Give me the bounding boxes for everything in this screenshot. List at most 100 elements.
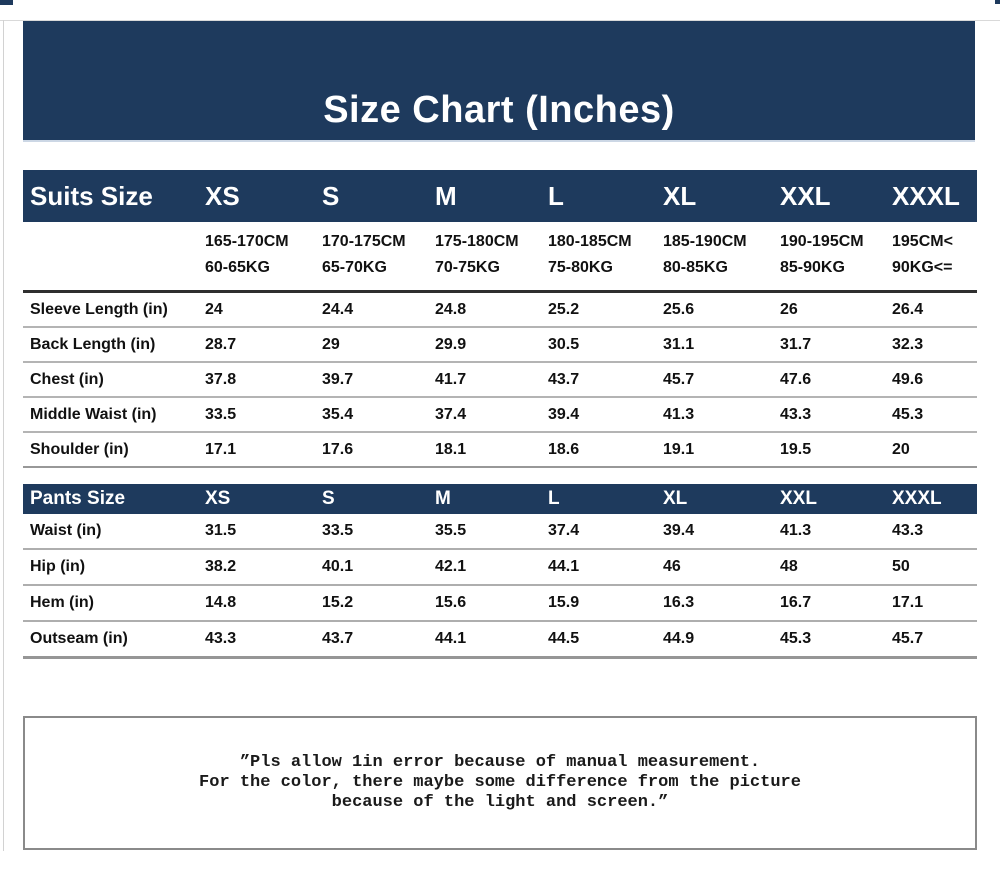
title-banner: Size Chart (Inches) [23, 21, 975, 140]
measurement-row: Outseam (in) 43.3 43.7 44.1 44.5 44.9 45.3 45.7 [23, 621, 977, 659]
height-weight-cell: 195CM< 90KG<= [892, 222, 977, 293]
size-value-cell: 43.7 [322, 621, 435, 659]
size-value-cell: 17.1 [205, 432, 322, 468]
size-value-cell: 29 [322, 327, 435, 363]
size-value-cell: 49.6 [892, 362, 977, 398]
measurement-row: Back Length (in) 28.7 29 29.9 30.5 31.1 31.7 32… [23, 327, 977, 363]
row-label: Middle Waist (in) [23, 397, 205, 433]
weight-range: 80-85KG [663, 259, 728, 276]
size-value-cell: 44.5 [548, 621, 663, 659]
pants-size-table: Pants Size XS S M L XL XXL XXXL Waist (in) 31.5 33… [23, 484, 977, 659]
size-value-cell: 18.6 [548, 432, 663, 468]
size-value-cell: 17.1 [892, 585, 977, 622]
size-value-cell: 39.4 [548, 397, 663, 433]
suits-header-row: Suits Size XS S M L XL XXL XXXL [23, 170, 977, 222]
size-value-cell: 45.3 [892, 397, 977, 433]
row-label: Shoulder (in) [23, 432, 205, 468]
note-line: because of the light and screen.” [331, 793, 669, 812]
weight-range: 85-90KG [780, 259, 845, 276]
weight-range: 75-80KG [548, 259, 613, 276]
size-value-cell: 44.1 [548, 549, 663, 586]
size-value-cell: 43.3 [780, 397, 892, 433]
row-label: Chest (in) [23, 362, 205, 398]
size-value-cell: 33.5 [322, 514, 435, 550]
weight-range: 60-65KG [205, 259, 270, 276]
size-value-cell: 19.5 [780, 432, 892, 468]
size-value-cell: 16.3 [663, 585, 780, 622]
left-edge-hairline [3, 20, 4, 851]
size-value-cell: 45.7 [663, 362, 780, 398]
size-column-header: XXL [780, 484, 892, 514]
note-line: ”Pls allow 1in error because of manual m… [239, 753, 761, 772]
measurement-note-box: ”Pls allow 1in error because of manual m… [23, 716, 977, 850]
height-range: 180-185CM [548, 233, 632, 250]
weight-range: 70-75KG [435, 259, 500, 276]
row-label: Sleeve Length (in) [23, 291, 205, 328]
size-value-cell: 44.1 [435, 621, 548, 659]
top-left-corner-mark [0, 0, 13, 5]
pants-header-row: Pants Size XS S M L XL XXL XXXL [23, 484, 977, 514]
measurement-row: Sleeve Length (in) 24 24.4 24.8 25.2 25.6 26 26… [23, 291, 977, 328]
note-line: For the color, there maybe some differen… [199, 773, 801, 792]
size-value-cell: 14.8 [205, 585, 322, 622]
size-column-header: XXXL [892, 170, 977, 222]
size-column-header: M [435, 170, 548, 222]
size-column-header: L [548, 484, 663, 514]
size-value-cell: 24.4 [322, 291, 435, 328]
weight-range: 65-70KG [322, 259, 387, 276]
size-value-cell: 28.7 [205, 327, 322, 363]
height-range: 175-180CM [435, 233, 519, 250]
size-value-cell: 33.5 [205, 397, 322, 433]
size-value-cell: 26.4 [892, 291, 977, 328]
page-title: Size Chart (Inches) [323, 89, 675, 131]
size-value-cell: 37.4 [548, 514, 663, 550]
measurement-row: Waist (in) 31.5 33.5 35.5 37.4 39.4 41.3 43.3 [23, 514, 977, 550]
size-value-cell: 19.1 [663, 432, 780, 468]
size-value-cell: 41.3 [780, 514, 892, 550]
size-value-cell: 48 [780, 549, 892, 586]
size-column-header: XXXL [892, 484, 977, 514]
size-value-cell: 24.8 [435, 291, 548, 328]
suits-table-title: Suits Size [23, 170, 205, 222]
size-value-cell: 39.7 [322, 362, 435, 398]
size-value-cell: 26 [780, 291, 892, 328]
height-weight-row: 165-170CM 60-65KG 170-175CM 65-70KG 175-180C… [23, 222, 977, 293]
size-column-header: XS [205, 170, 322, 222]
size-value-cell: 18.1 [435, 432, 548, 468]
measurement-row: Chest (in) 37.8 39.7 41.7 43.7 45.7 47.6 49.6 [23, 362, 977, 398]
size-column-header: L [548, 170, 663, 222]
row-label: Waist (in) [23, 514, 205, 550]
size-value-cell: 50 [892, 549, 977, 586]
height-range: 170-175CM [322, 233, 406, 250]
size-value-cell: 40.1 [322, 549, 435, 586]
size-value-cell: 17.6 [322, 432, 435, 468]
measurement-row: Hem (in) 14.8 15.2 15.6 15.9 16.3 16.7 17.1 [23, 585, 977, 622]
row-label: Hip (in) [23, 549, 205, 586]
height-range: 185-190CM [663, 233, 747, 250]
size-value-cell: 44.9 [663, 621, 780, 659]
size-value-cell: 41.3 [663, 397, 780, 433]
size-value-cell: 16.7 [780, 585, 892, 622]
size-column-header: XL [663, 484, 780, 514]
size-value-cell: 45.7 [892, 621, 977, 659]
top-right-corner-mark [995, 0, 1000, 4]
height-weight-cell: 190-195CM 85-90KG [780, 222, 892, 293]
size-value-cell: 43.3 [205, 621, 322, 659]
measurement-row: Shoulder (in) 17.1 17.6 18.1 18.6 19.1 19.5 20 [23, 432, 977, 468]
size-value-cell: 25.6 [663, 291, 780, 328]
size-value-cell: 29.9 [435, 327, 548, 363]
height-range: 165-170CM [205, 233, 289, 250]
height-weight-cell: 175-180CM 70-75KG [435, 222, 548, 293]
weight-range: 90KG<= [892, 259, 953, 276]
size-value-cell: 46 [663, 549, 780, 586]
size-value-cell: 31.1 [663, 327, 780, 363]
size-value-cell: 35.4 [322, 397, 435, 433]
size-value-cell: 31.7 [780, 327, 892, 363]
size-value-cell: 45.3 [780, 621, 892, 659]
size-value-cell: 43.7 [548, 362, 663, 398]
measurement-row: Hip (in) 38.2 40.1 42.1 44.1 46 48 50 [23, 549, 977, 586]
size-value-cell: 32.3 [892, 327, 977, 363]
size-value-cell: 37.8 [205, 362, 322, 398]
height-weight-cell: 170-175CM 65-70KG [322, 222, 435, 293]
